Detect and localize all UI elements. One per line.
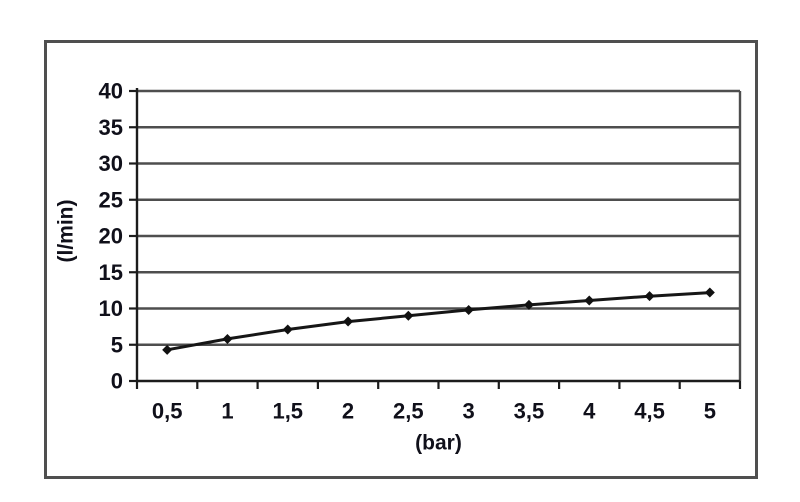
x-tick-label-8: 4,5 xyxy=(634,399,665,424)
data-point-8 xyxy=(644,291,655,302)
x-axis-title: (bar) xyxy=(415,432,462,455)
gridlines xyxy=(137,89,740,346)
data-point-4 xyxy=(403,310,414,321)
y-tick-label-5: 5 xyxy=(111,332,123,357)
y-tick-label-20: 20 xyxy=(99,224,123,249)
data-point-7 xyxy=(584,295,595,306)
x-tick-label-4: 2,5 xyxy=(393,399,424,424)
x-tick-label-7: 4 xyxy=(583,399,596,424)
y-axis-ticks-and-labels: 0 5 10 15 20 25 30 35 40 xyxy=(99,79,138,394)
y-tick-label-10: 10 xyxy=(99,296,123,321)
x-tick-label-5: 3 xyxy=(463,399,475,424)
x-tick-label-2: 1,5 xyxy=(272,399,303,424)
y-tick-label-35: 35 xyxy=(99,115,123,140)
x-axis-ticks-and-labels: 0,5 1 1,5 2 2,5 3 3,5 4 4,5 5 xyxy=(135,381,742,424)
y-tick-label-0: 0 xyxy=(111,369,123,394)
series-markers-flow-rate xyxy=(162,287,715,355)
x-tick-label-6: 3,5 xyxy=(514,399,545,424)
x-tick-label-9: 5 xyxy=(704,399,716,424)
data-point-3 xyxy=(343,316,354,327)
data-point-2 xyxy=(282,324,293,335)
data-point-5 xyxy=(463,304,474,315)
x-tick-label-1: 1 xyxy=(221,399,233,424)
series-line-flow-rate xyxy=(165,291,712,352)
y-axis-title: (l/min) xyxy=(55,200,78,263)
y-tick-label-25: 25 xyxy=(99,187,123,212)
y-tick-label-15: 15 xyxy=(99,260,123,285)
y-tick-label-30: 30 xyxy=(99,151,123,176)
data-point-9 xyxy=(704,287,715,298)
chart-outer-frame xyxy=(44,40,758,479)
data-point-1 xyxy=(222,333,233,344)
y-tick-label-40: 40 xyxy=(99,79,123,104)
data-point-0 xyxy=(162,344,173,355)
data-point-6 xyxy=(523,299,534,310)
x-tick-label-0: 0,5 xyxy=(152,399,183,424)
x-tick-label-3: 2 xyxy=(342,399,354,424)
